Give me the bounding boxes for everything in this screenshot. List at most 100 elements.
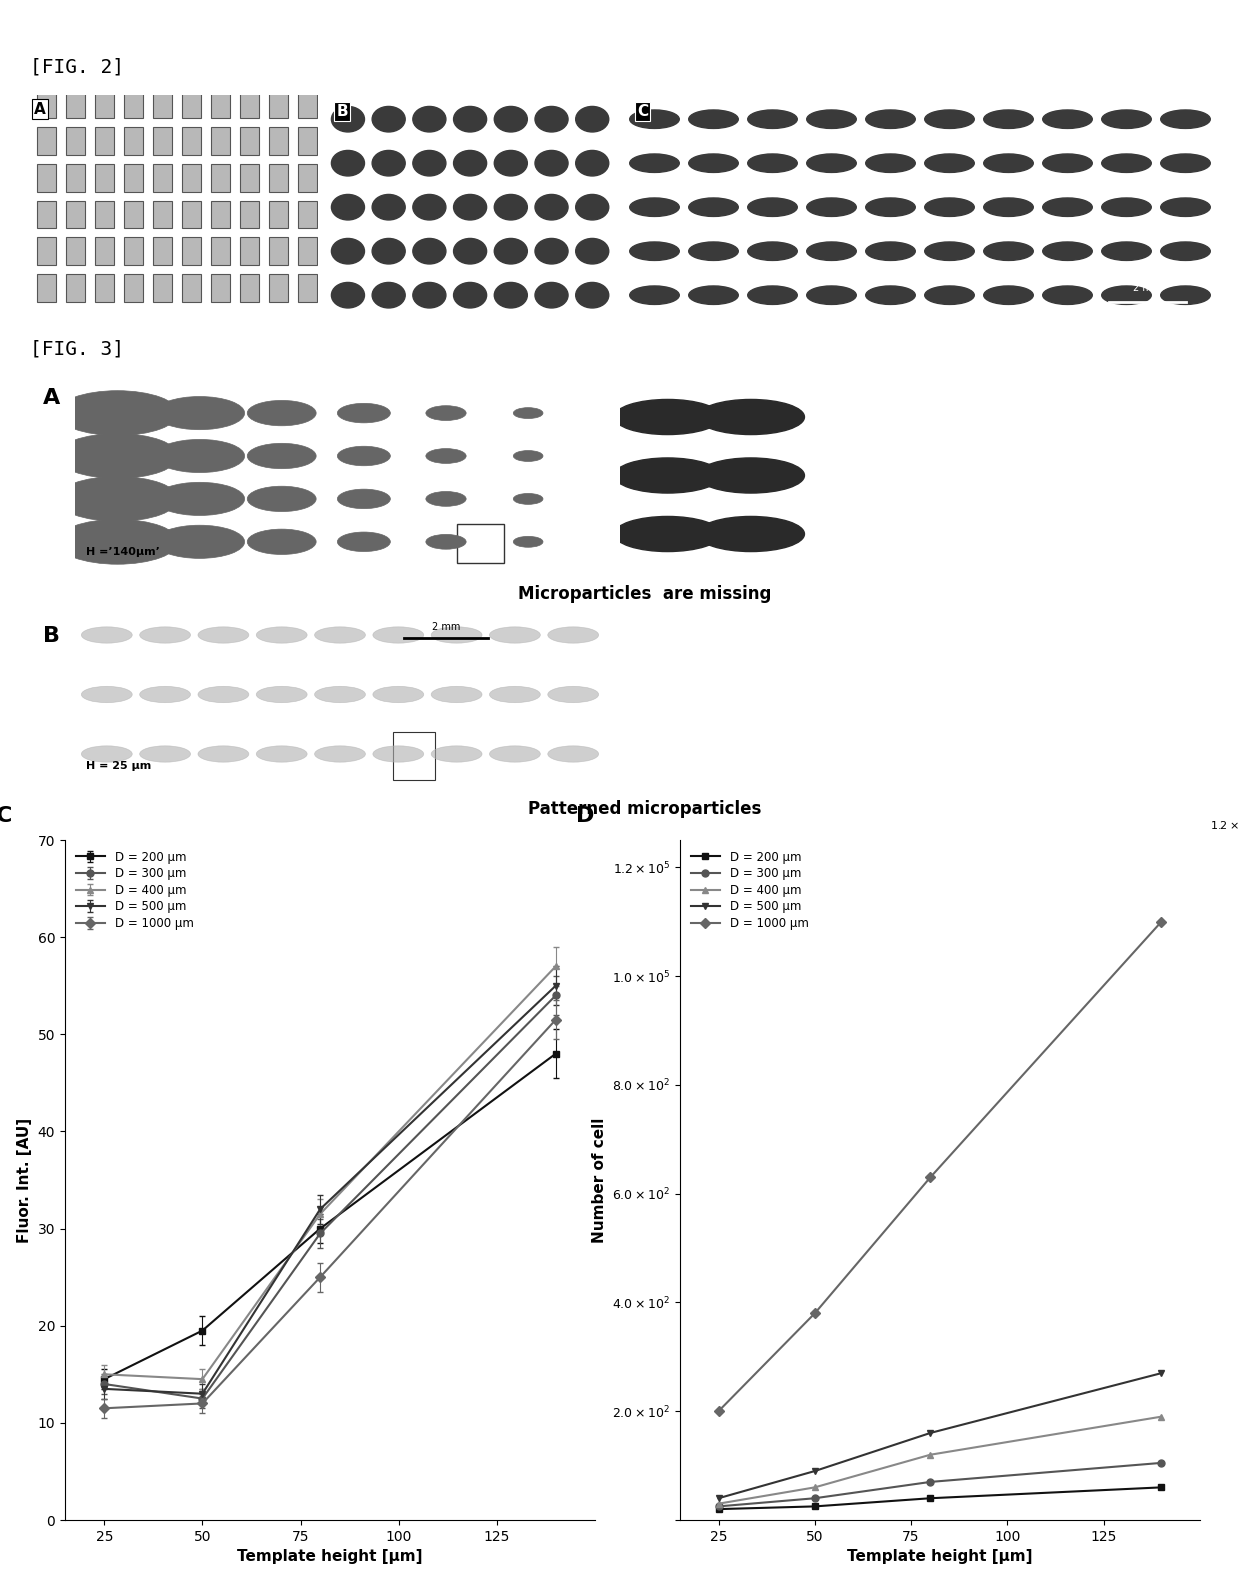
Circle shape — [688, 111, 738, 128]
Bar — [124, 128, 143, 155]
D = 400 μm — [711, 1495, 725, 1514]
Line: D = 1000 μm: D = 1000 μm — [715, 918, 1164, 1414]
Circle shape — [1161, 286, 1210, 305]
Circle shape — [372, 239, 405, 264]
Bar — [298, 273, 316, 302]
Bar — [239, 201, 259, 229]
Circle shape — [454, 283, 486, 308]
Bar — [37, 201, 56, 229]
Circle shape — [630, 198, 680, 216]
D = 300 μm — [711, 1496, 725, 1515]
D = 1000 μm — [807, 1304, 822, 1322]
Bar — [124, 273, 143, 302]
Circle shape — [425, 534, 466, 550]
Circle shape — [454, 194, 486, 220]
Bar — [182, 237, 201, 265]
Circle shape — [57, 520, 179, 564]
Circle shape — [247, 529, 316, 555]
Circle shape — [247, 444, 316, 469]
Line: D = 400 μm: D = 400 μm — [715, 1413, 1164, 1507]
Circle shape — [983, 286, 1033, 305]
Circle shape — [337, 490, 391, 509]
Bar — [269, 90, 288, 118]
Text: D: D — [577, 806, 594, 826]
Line: D = 200 μm: D = 200 μm — [715, 1484, 1164, 1512]
Line: D = 500 μm: D = 500 μm — [715, 1370, 1164, 1501]
Bar — [37, 237, 56, 265]
Text: H = 25 μm: H = 25 μm — [86, 762, 151, 771]
Circle shape — [630, 111, 680, 128]
Text: C: C — [0, 806, 12, 826]
Circle shape — [688, 153, 738, 172]
Circle shape — [697, 517, 805, 551]
Circle shape — [513, 493, 543, 504]
Circle shape — [373, 686, 424, 703]
Circle shape — [1161, 198, 1210, 216]
Circle shape — [247, 400, 316, 425]
Circle shape — [257, 746, 308, 762]
Bar — [211, 273, 229, 302]
Circle shape — [925, 286, 975, 305]
Bar — [239, 90, 259, 118]
X-axis label: Template height [μm]: Template height [μm] — [847, 1550, 1033, 1564]
Circle shape — [413, 239, 446, 264]
Bar — [456, 525, 505, 562]
Bar — [124, 164, 143, 191]
Circle shape — [1043, 198, 1092, 216]
Circle shape — [1161, 153, 1210, 172]
Bar — [37, 164, 56, 191]
Bar — [124, 237, 143, 265]
Circle shape — [748, 111, 797, 128]
Text: 200μm: 200μm — [930, 507, 970, 518]
Bar — [393, 732, 435, 779]
Text: [FIG. 3]: [FIG. 3] — [30, 340, 124, 359]
Circle shape — [575, 239, 609, 264]
Text: 300μm: 300μm — [930, 482, 970, 493]
Circle shape — [315, 627, 366, 643]
Circle shape — [495, 194, 527, 220]
Bar — [269, 128, 288, 155]
Bar — [239, 237, 259, 265]
Bar — [298, 164, 316, 191]
Text: C: C — [637, 104, 649, 118]
Bar — [153, 90, 171, 118]
Circle shape — [1101, 111, 1151, 128]
Circle shape — [697, 458, 805, 493]
Circle shape — [315, 686, 366, 703]
Circle shape — [534, 239, 568, 264]
Circle shape — [155, 439, 244, 472]
Bar — [124, 201, 143, 229]
Circle shape — [807, 153, 857, 172]
Circle shape — [140, 746, 191, 762]
D = 300 μm — [923, 1473, 937, 1492]
Bar — [66, 201, 84, 229]
Circle shape — [413, 106, 446, 133]
Circle shape — [748, 153, 797, 172]
Circle shape — [925, 198, 975, 216]
Circle shape — [688, 286, 738, 305]
Circle shape — [1043, 153, 1092, 172]
Circle shape — [495, 150, 527, 175]
Text: $1.2\times10^{5}$: $1.2\times10^{5}$ — [1210, 817, 1240, 833]
D = 500 μm — [711, 1488, 725, 1507]
Circle shape — [413, 283, 446, 308]
Bar — [211, 164, 229, 191]
Circle shape — [925, 153, 975, 172]
Bar — [811, 732, 852, 779]
Text: B: B — [336, 104, 348, 118]
Bar — [211, 237, 229, 265]
Circle shape — [413, 194, 446, 220]
D = 500 μm — [923, 1424, 937, 1443]
Bar — [37, 273, 56, 302]
Circle shape — [575, 283, 609, 308]
Text: 2 mm: 2 mm — [432, 621, 460, 632]
Circle shape — [983, 242, 1033, 261]
Circle shape — [140, 627, 191, 643]
Circle shape — [866, 242, 915, 261]
Text: 400μm: 400μm — [930, 455, 970, 465]
Bar — [239, 273, 259, 302]
Bar — [626, 534, 686, 569]
Circle shape — [454, 150, 486, 175]
Circle shape — [866, 198, 915, 216]
Circle shape — [331, 150, 365, 175]
